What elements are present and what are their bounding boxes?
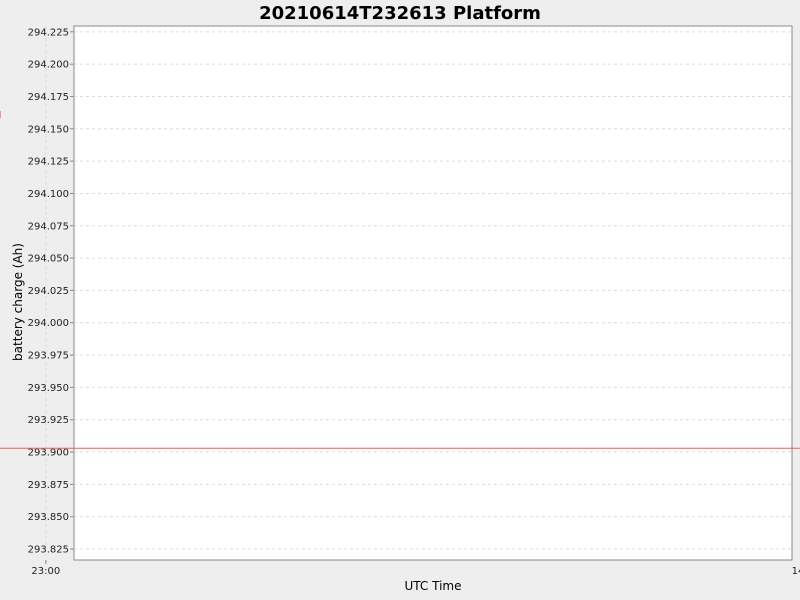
y-tick-label: 294.000 [28, 318, 69, 329]
series-battery-charge [0, 111, 800, 449]
x-tick-label: 14:00 [792, 566, 800, 577]
y-tick-label: 294.225 [28, 27, 69, 38]
y-tick-label: 293.900 [28, 448, 69, 459]
y-tick-label: 294.025 [28, 286, 69, 297]
x-axis-label: UTC Time [405, 579, 462, 593]
y-tick-label: 293.950 [28, 383, 69, 394]
y-tick-label: 293.925 [28, 415, 69, 426]
grid-lines [45, 26, 792, 560]
chart-title: 20210614T232613 Platform [259, 3, 541, 24]
y-tick-label: 293.975 [28, 351, 69, 362]
y-tick-label: 294.125 [28, 157, 69, 168]
y-tick-label: 294.100 [28, 189, 69, 200]
x-axis-ticks: 23:0000:0001:0002:0003:0004:0005:0006:00… [31, 560, 800, 577]
y-tick-label: 294.175 [28, 92, 69, 103]
y-tick-label: 293.875 [28, 480, 69, 491]
y-axis-label: battery charge (Ah) [11, 243, 25, 361]
y-tick-label: 294.150 [28, 124, 69, 135]
data-point [0, 111, 1, 119]
y-axis-ticks: 293.825 293.850 293.875 293.900 293.925 293.9… [28, 27, 74, 556]
x-tick-label: 23:00 [31, 566, 60, 577]
y-tick-label: 293.850 [28, 512, 69, 523]
y-tick-label: 294.050 [28, 254, 69, 265]
y-tick-label: 294.200 [28, 60, 69, 71]
y-tick-label: 294.075 [28, 221, 69, 232]
plot-area [73, 25, 793, 561]
y-tick-label: 293.825 [28, 545, 69, 556]
